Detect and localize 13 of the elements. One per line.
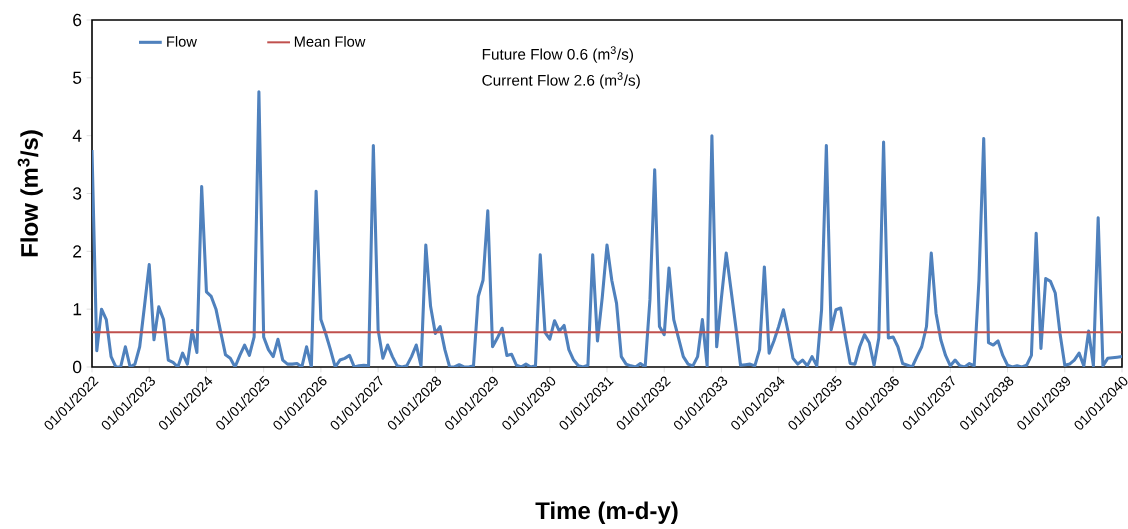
y-tick-label: 0	[72, 360, 82, 374]
y-tick-label: 1	[73, 303, 82, 316]
legend-label: Flow	[167, 36, 197, 47]
y-axis-title: Flow (m$^{3}$/s)	[17, 130, 43, 257]
x-axis-title: Time (m-d-y)	[535, 501, 678, 524]
y-tick-label: 6	[73, 13, 82, 27]
y-tick-label: 5	[73, 71, 82, 84]
legend-label: Mean Flow	[294, 36, 366, 47]
annotation: Current Flow 2.6 (m$^{3}$/s)	[482, 72, 640, 89]
y-tick-label: 4	[72, 129, 82, 142]
y-tick-label: 2	[73, 245, 82, 258]
annotation: Future Flow 0.6 (m$^{3}$/s)	[482, 46, 634, 63]
y-tick-label: 3	[72, 187, 82, 200]
